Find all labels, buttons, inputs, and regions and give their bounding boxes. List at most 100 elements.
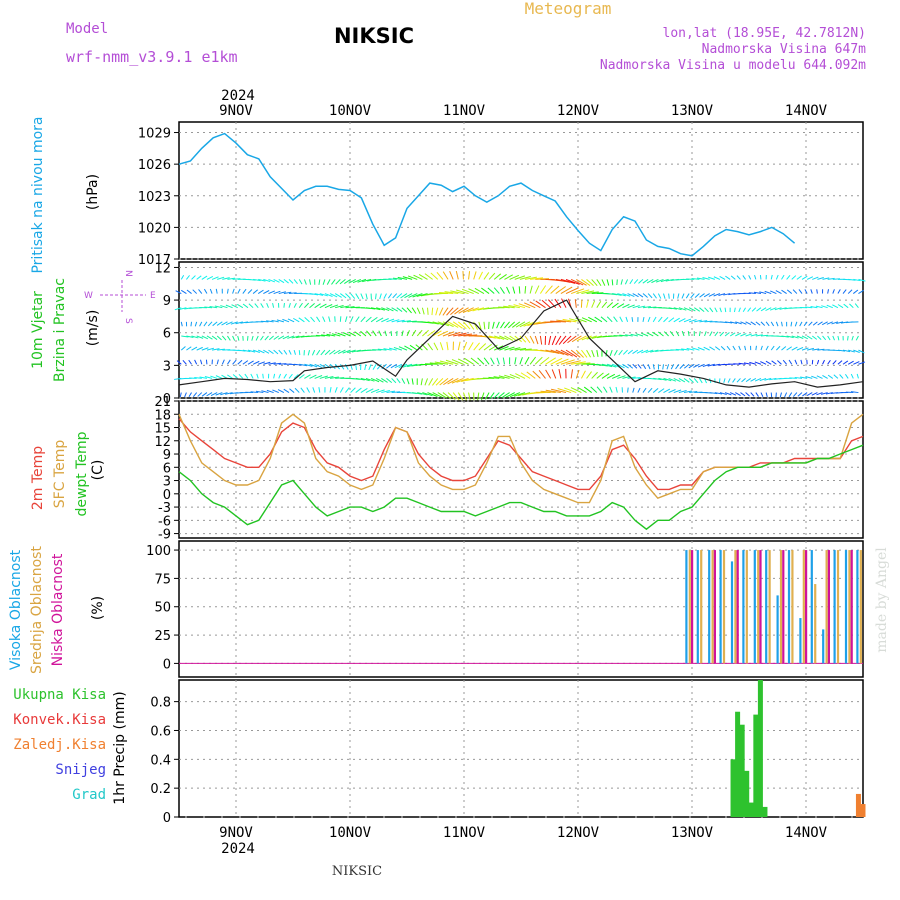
wind-arrow: [673, 317, 680, 323]
wind-arrow: [788, 359, 793, 365]
wind-frame: [178, 261, 864, 399]
compass-w: W: [84, 291, 93, 301]
wind-arrow: [278, 373, 282, 379]
wind-arrow: [335, 377, 345, 379]
wind-arrow: [287, 335, 295, 339]
wind-arrow: [273, 349, 279, 355]
wind-arrow: [560, 359, 575, 365]
wind-arrow: [765, 321, 770, 327]
wind-arrow: [329, 387, 332, 393]
wind-arrow: [319, 375, 328, 379]
wind-arrow: [360, 316, 366, 323]
pressure-unit: (hPa): [85, 174, 101, 210]
wind-arrow: [242, 303, 249, 309]
wind-arrow: [535, 300, 546, 309]
wind-arrow: [175, 290, 182, 294]
wind-arrow: [408, 293, 418, 298]
wind-arrow: [337, 349, 346, 355]
wind-arrow: [298, 302, 303, 308]
wind-arrow: [606, 373, 616, 379]
wind-arrow: [806, 335, 813, 340]
wind-arrow: [565, 349, 578, 358]
wind-arrow: [344, 316, 348, 322]
wind-arrow: [255, 335, 259, 341]
cloud-bar: [759, 550, 762, 664]
wind-arrow: [627, 349, 634, 355]
wind-arrow: [321, 334, 331, 337]
wind-arrow: [450, 290, 464, 295]
wind-arrow: [673, 307, 682, 311]
wind-arrow: [586, 279, 594, 287]
wind-arrow: [287, 318, 295, 323]
wind-arrow: [402, 363, 413, 368]
wind-arrow: [258, 361, 265, 365]
wind-arrow: [247, 289, 253, 294]
wind-arrow: [186, 275, 190, 280]
wind-arrow: [794, 376, 803, 379]
wind-arrow: [850, 373, 854, 379]
wind-arrow: [790, 321, 793, 327]
wind-arrow: [268, 335, 274, 341]
wind-arrow: [811, 392, 818, 396]
wind-arrow: [689, 391, 698, 394]
wind-arrow: [481, 287, 490, 294]
wind-arrow: [799, 321, 803, 327]
wind-arrow: [427, 321, 439, 325]
wind-arrow: [252, 360, 260, 365]
wind-arrow: [781, 274, 785, 280]
wind-arrow: [811, 375, 818, 379]
wind-arrow: [619, 334, 628, 337]
wind-arrow: [370, 377, 380, 383]
wind-arrow: [554, 298, 562, 308]
wind-arrow: [832, 289, 835, 294]
wind-arrow: [697, 363, 705, 368]
wind-arrow: [360, 293, 364, 300]
wind-arrow: [519, 321, 531, 328]
wind-arrow: [393, 346, 403, 351]
wind-arrow: [615, 386, 618, 393]
wind-arrow: [388, 347, 397, 351]
cloud-tick-label: 50: [154, 601, 171, 616]
wind-arrow: [800, 359, 803, 365]
wind-arrow: [293, 349, 296, 355]
wind-arrow: [452, 392, 460, 401]
wind-arrow: [366, 330, 372, 337]
wind-arrow: [472, 307, 485, 312]
wind-arrow: [478, 343, 487, 351]
wind-arrow: [261, 390, 269, 394]
wind-arrow: [774, 307, 782, 311]
wind-arrow: [681, 293, 685, 299]
wind-arrow: [642, 279, 649, 284]
wind-arrow: [847, 289, 853, 294]
wind-arrow: [534, 285, 540, 294]
wind-arrow: [530, 277, 544, 280]
wind-arrow: [283, 279, 289, 284]
wind-arrow: [770, 345, 775, 351]
wind-arrow: [196, 275, 202, 280]
wind-arrow: [201, 392, 208, 397]
wind-arrow: [331, 333, 341, 337]
wind-arrow: [439, 378, 449, 386]
wind-arrow: [227, 335, 231, 341]
wind-arrow: [478, 271, 483, 280]
wind-arrow: [688, 307, 696, 312]
cloud-unit: (%): [90, 596, 106, 620]
wind-arrow: [755, 321, 761, 326]
wind-arrow: [211, 348, 220, 351]
wind-arrow: [645, 349, 654, 354]
wind-arrow: [529, 301, 541, 309]
wind-arrow: [376, 389, 385, 394]
wind-arrow: [558, 335, 567, 345]
wind-arrow: [555, 286, 566, 294]
wind-arrow: [551, 388, 567, 394]
wind-arrow: [713, 293, 721, 297]
wind-arrow: [509, 392, 521, 398]
wind-arrow: [678, 318, 686, 323]
wind-arrow: [493, 376, 505, 379]
wind-arrow: [821, 305, 828, 309]
wind-arrow: [724, 307, 727, 313]
wind-arrow: [473, 342, 480, 351]
cloud-bar: [836, 550, 840, 664]
footer-station: NIKSIC: [332, 864, 382, 879]
wind-arrow: [340, 305, 350, 309]
